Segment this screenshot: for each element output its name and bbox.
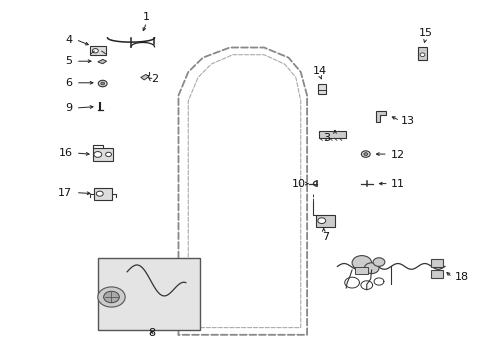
Text: 11: 11 [390,179,405,189]
Circle shape [105,152,111,157]
Text: 4: 4 [65,35,72,45]
FancyBboxPatch shape [430,270,442,278]
Polygon shape [141,75,149,80]
Circle shape [98,287,125,307]
Circle shape [351,256,371,270]
Text: 8: 8 [148,328,155,338]
Polygon shape [375,111,386,122]
Text: 16: 16 [58,148,72,158]
Text: 12: 12 [390,150,405,160]
FancyBboxPatch shape [90,46,106,55]
Circle shape [419,53,424,57]
Text: 7: 7 [321,232,328,242]
FancyBboxPatch shape [354,267,367,274]
Polygon shape [98,59,106,64]
Text: 6: 6 [65,78,72,88]
Text: 17: 17 [58,188,72,198]
Text: 15: 15 [418,28,431,38]
FancyBboxPatch shape [93,148,113,161]
Text: 3: 3 [322,133,329,143]
Circle shape [94,152,102,157]
FancyBboxPatch shape [98,258,200,330]
FancyBboxPatch shape [430,259,442,267]
FancyBboxPatch shape [417,47,426,60]
Circle shape [103,291,119,303]
FancyBboxPatch shape [94,188,112,200]
Text: 1: 1 [143,12,150,22]
Text: 13: 13 [400,116,414,126]
Circle shape [98,80,107,87]
Circle shape [361,151,369,157]
Circle shape [372,258,384,266]
Text: 5: 5 [65,56,72,66]
FancyBboxPatch shape [316,215,334,227]
Circle shape [363,153,367,156]
Circle shape [317,218,325,224]
Text: 18: 18 [454,272,468,282]
Circle shape [101,82,104,85]
Text: 2: 2 [151,74,159,84]
Circle shape [92,49,98,53]
FancyBboxPatch shape [318,131,345,138]
Text: 14: 14 [313,66,326,76]
Text: 9: 9 [65,103,72,113]
Text: 10: 10 [291,179,305,189]
Circle shape [96,191,103,196]
Circle shape [364,263,378,274]
FancyBboxPatch shape [317,84,325,94]
